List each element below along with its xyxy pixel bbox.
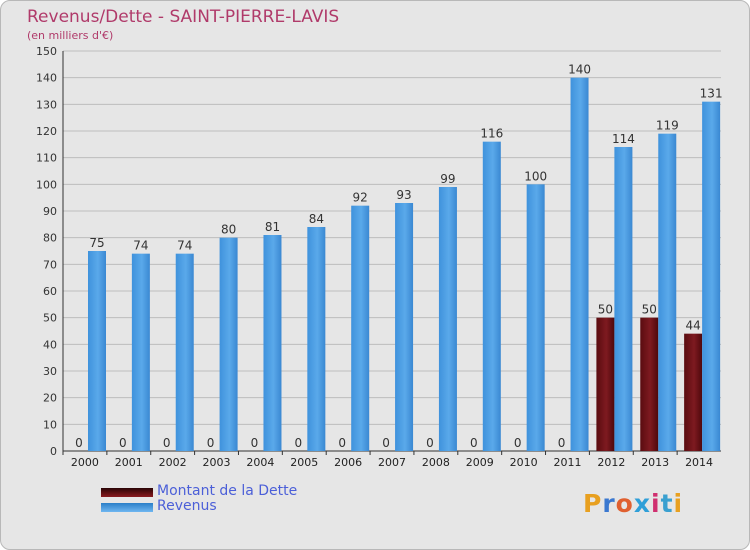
data-label-revenus: 92 (353, 191, 368, 205)
x-tick-label: 2006 (334, 456, 362, 469)
data-label-dette: 0 (382, 436, 390, 450)
data-label-dette: 0 (251, 436, 259, 450)
bar-revenus (351, 205, 370, 451)
data-label-dette: 0 (558, 436, 566, 450)
legend-swatch-dette (101, 488, 153, 497)
bar-dette (684, 333, 703, 451)
data-label-dette: 0 (163, 436, 171, 450)
data-label-dette: 0 (426, 436, 434, 450)
bar-revenus (570, 77, 589, 452)
bar-dette (640, 317, 659, 451)
bar-revenus (88, 251, 106, 451)
logo-letter: P (583, 489, 603, 518)
y-tick-label: 150 (36, 45, 57, 58)
bar-revenus (175, 253, 194, 451)
x-tick-label: 2003 (203, 456, 231, 469)
x-tick-label: 2008 (422, 456, 450, 469)
data-label-revenus: 100 (524, 169, 547, 183)
data-label-dette: 44 (685, 319, 700, 333)
bar-revenus (702, 101, 721, 452)
bar-revenus (526, 184, 545, 452)
y-tick-label: 130 (36, 98, 57, 111)
legend-swatch-revenus (101, 503, 153, 512)
data-label-dette: 50 (598, 303, 613, 317)
logo-letter: t (660, 489, 674, 518)
bar-revenus (395, 203, 414, 451)
y-tick-label: 70 (43, 258, 57, 271)
bar-revenus (307, 227, 326, 451)
x-tick-label: 2005 (290, 456, 318, 469)
data-label-dette: 0 (470, 436, 478, 450)
bar-revenus (438, 187, 457, 451)
y-tick-label: 50 (43, 312, 57, 325)
data-label-revenus: 74 (133, 239, 148, 253)
data-label-revenus: 84 (309, 212, 324, 226)
data-label-revenus: 81 (265, 220, 280, 234)
data-label-revenus: 74 (177, 239, 192, 253)
bar-revenus (482, 141, 501, 451)
data-label-revenus: 99 (440, 172, 455, 186)
data-label-revenus: 131 (700, 87, 723, 101)
x-tick-label: 2012 (597, 456, 625, 469)
bar-revenus (658, 133, 677, 451)
data-label-revenus: 80 (221, 223, 236, 237)
data-label-dette: 0 (75, 436, 83, 450)
x-tick-label: 2000 (71, 456, 99, 469)
data-label-dette: 50 (642, 303, 657, 317)
x-tick-label: 2014 (685, 456, 713, 469)
bar-revenus (614, 147, 633, 451)
data-label-revenus: 93 (396, 188, 411, 202)
legend-label-revenus: Revenus (157, 498, 217, 514)
data-label-dette: 0 (514, 436, 522, 450)
x-tick-label: 2013 (641, 456, 669, 469)
y-tick-label: 30 (43, 365, 57, 378)
proxiti-logo: Proxiti (583, 489, 683, 518)
x-tick-label: 2009 (466, 456, 494, 469)
y-tick-label: 80 (43, 232, 57, 245)
bar-revenus (219, 237, 238, 451)
y-tick-label: 100 (36, 178, 57, 191)
x-tick-label: 2010 (510, 456, 538, 469)
logo-letter: x (633, 489, 651, 518)
data-label-dette: 0 (207, 436, 215, 450)
data-label-dette: 0 (119, 436, 127, 450)
data-label-revenus: 114 (612, 132, 635, 146)
x-tick-label: 2001 (115, 456, 143, 469)
data-label-dette: 0 (338, 436, 346, 450)
data-label-revenus: 140 (568, 63, 591, 77)
y-tick-label: 60 (43, 285, 57, 298)
y-tick-label: 40 (43, 338, 57, 351)
y-tick-label: 140 (36, 72, 57, 85)
logo-letter: i (673, 489, 684, 518)
y-tick-label: 0 (50, 445, 57, 458)
y-tick-label: 110 (36, 152, 57, 165)
data-label-revenus: 116 (480, 127, 503, 141)
x-tick-label: 2007 (378, 456, 406, 469)
bar-revenus (131, 253, 150, 451)
logo-letter: o (615, 489, 634, 518)
y-tick-label: 10 (43, 418, 57, 431)
logo-letter: i (651, 489, 661, 518)
legend-label-dette: Montant de la Dette (157, 483, 298, 499)
chart-subtitle: (en milliers d'€) (27, 29, 114, 42)
x-tick-label: 2002 (159, 456, 187, 469)
chart-title: Revenus/Dette - SAINT-PIERRE-LAVIS (27, 7, 340, 27)
y-tick-label: 90 (43, 205, 57, 218)
y-tick-label: 120 (36, 125, 57, 138)
logo-letter: r (602, 489, 616, 518)
x-tick-label: 2004 (246, 456, 274, 469)
y-tick-label: 20 (43, 392, 57, 405)
data-label-dette: 0 (295, 436, 303, 450)
bar-dette (596, 317, 615, 451)
data-label-revenus: 75 (89, 236, 104, 250)
x-tick-label: 2011 (553, 456, 581, 469)
data-label-revenus: 119 (656, 119, 679, 133)
bar-revenus (263, 235, 282, 451)
